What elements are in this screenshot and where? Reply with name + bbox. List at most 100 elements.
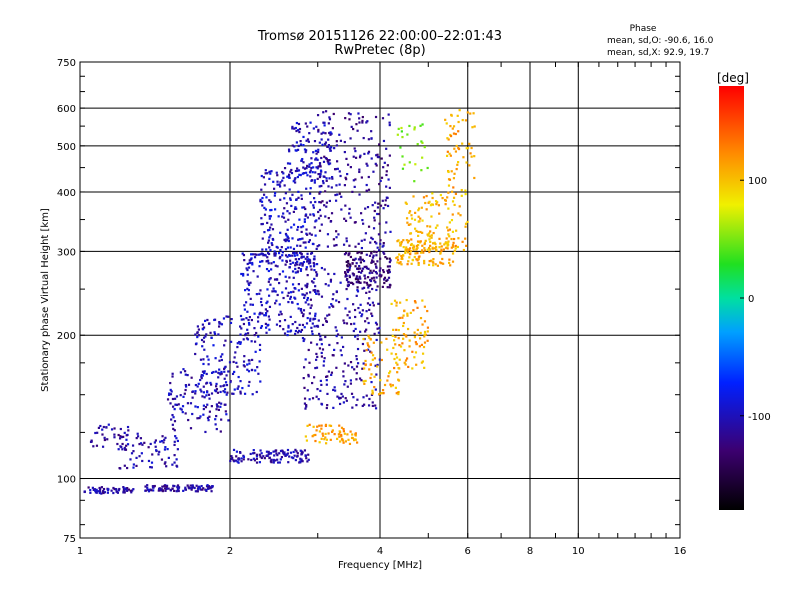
data-point	[266, 172, 269, 175]
data-point	[386, 164, 389, 167]
data-point	[359, 267, 362, 270]
data-point	[344, 273, 348, 276]
data-point	[414, 351, 418, 354]
data-point	[417, 220, 420, 223]
data-point	[266, 310, 269, 313]
data-point	[307, 458, 310, 461]
data-point	[435, 203, 438, 206]
data-point	[332, 112, 335, 116]
data-point	[300, 226, 303, 229]
data-point	[470, 155, 473, 158]
data-point	[227, 370, 230, 373]
data-point	[256, 275, 259, 278]
data-point	[412, 309, 415, 312]
data-point	[373, 250, 376, 253]
data-point	[209, 331, 212, 334]
data-point	[309, 201, 312, 204]
data-point	[193, 486, 196, 490]
data-point	[388, 123, 391, 127]
data-point	[295, 129, 298, 133]
data-point	[248, 380, 251, 384]
data-point	[264, 169, 267, 172]
data-point	[416, 240, 420, 243]
data-point	[306, 298, 309, 302]
data-point	[300, 194, 303, 197]
data-point	[295, 263, 299, 266]
data-point	[260, 174, 263, 178]
data-point	[294, 267, 297, 271]
data-point	[296, 244, 299, 247]
data-point	[411, 259, 415, 262]
data-point	[244, 301, 248, 304]
data-point	[305, 266, 308, 269]
data-point	[302, 241, 305, 244]
data-point	[395, 304, 398, 307]
data-point	[420, 361, 423, 364]
data-point	[303, 386, 306, 389]
data-point	[270, 268, 273, 271]
data-point	[352, 396, 355, 399]
data-point	[206, 403, 209, 406]
data-point	[299, 139, 302, 143]
data-point	[370, 252, 373, 255]
data-point	[278, 452, 281, 455]
data-point	[405, 298, 408, 302]
data-point	[407, 223, 410, 226]
data-point	[315, 274, 318, 277]
data-point	[269, 277, 272, 280]
data-point	[273, 278, 277, 281]
data-point	[324, 432, 327, 436]
data-point	[281, 291, 284, 294]
data-point	[309, 121, 312, 124]
data-point	[312, 434, 315, 437]
data-point	[289, 170, 292, 173]
data-point	[368, 308, 371, 312]
data-point	[397, 337, 400, 340]
data-point	[395, 256, 398, 260]
data-point	[469, 152, 472, 155]
data-point	[197, 328, 200, 331]
data-point	[132, 488, 135, 491]
data-point	[307, 373, 310, 377]
data-point	[236, 460, 239, 463]
data-point	[374, 263, 377, 266]
data-point	[188, 487, 191, 490]
data-point	[306, 174, 309, 177]
data-point	[468, 164, 471, 167]
data-point	[358, 117, 361, 120]
data-point	[255, 331, 258, 335]
data-point	[442, 248, 445, 251]
data-point	[191, 484, 194, 487]
data-point	[390, 352, 393, 355]
chart-title: Tromsø 20151126 22:00:00–22:01:43	[257, 29, 502, 44]
data-point	[149, 466, 152, 469]
data-point	[304, 301, 307, 304]
data-point	[200, 390, 203, 393]
data-point	[294, 264, 297, 267]
data-point	[213, 331, 216, 334]
data-point	[217, 371, 220, 374]
data-point	[365, 310, 368, 313]
data-point	[407, 365, 410, 369]
data-point	[448, 258, 451, 261]
data-point	[239, 390, 242, 393]
data-point	[307, 240, 310, 244]
data-point	[426, 166, 429, 170]
data-point	[222, 390, 225, 393]
data-point	[356, 286, 359, 289]
data-point	[430, 259, 433, 262]
data-point	[375, 154, 378, 157]
data-point	[370, 312, 373, 315]
data-point	[287, 218, 290, 221]
data-point	[430, 215, 433, 218]
data-point	[267, 280, 270, 283]
data-point	[356, 441, 359, 444]
data-point	[370, 137, 373, 140]
data-point	[286, 228, 289, 231]
data-point	[379, 242, 382, 245]
data-point	[346, 297, 349, 301]
data-point	[417, 207, 421, 210]
data-point	[324, 317, 327, 320]
data-point	[464, 237, 467, 240]
data-point	[171, 372, 174, 375]
